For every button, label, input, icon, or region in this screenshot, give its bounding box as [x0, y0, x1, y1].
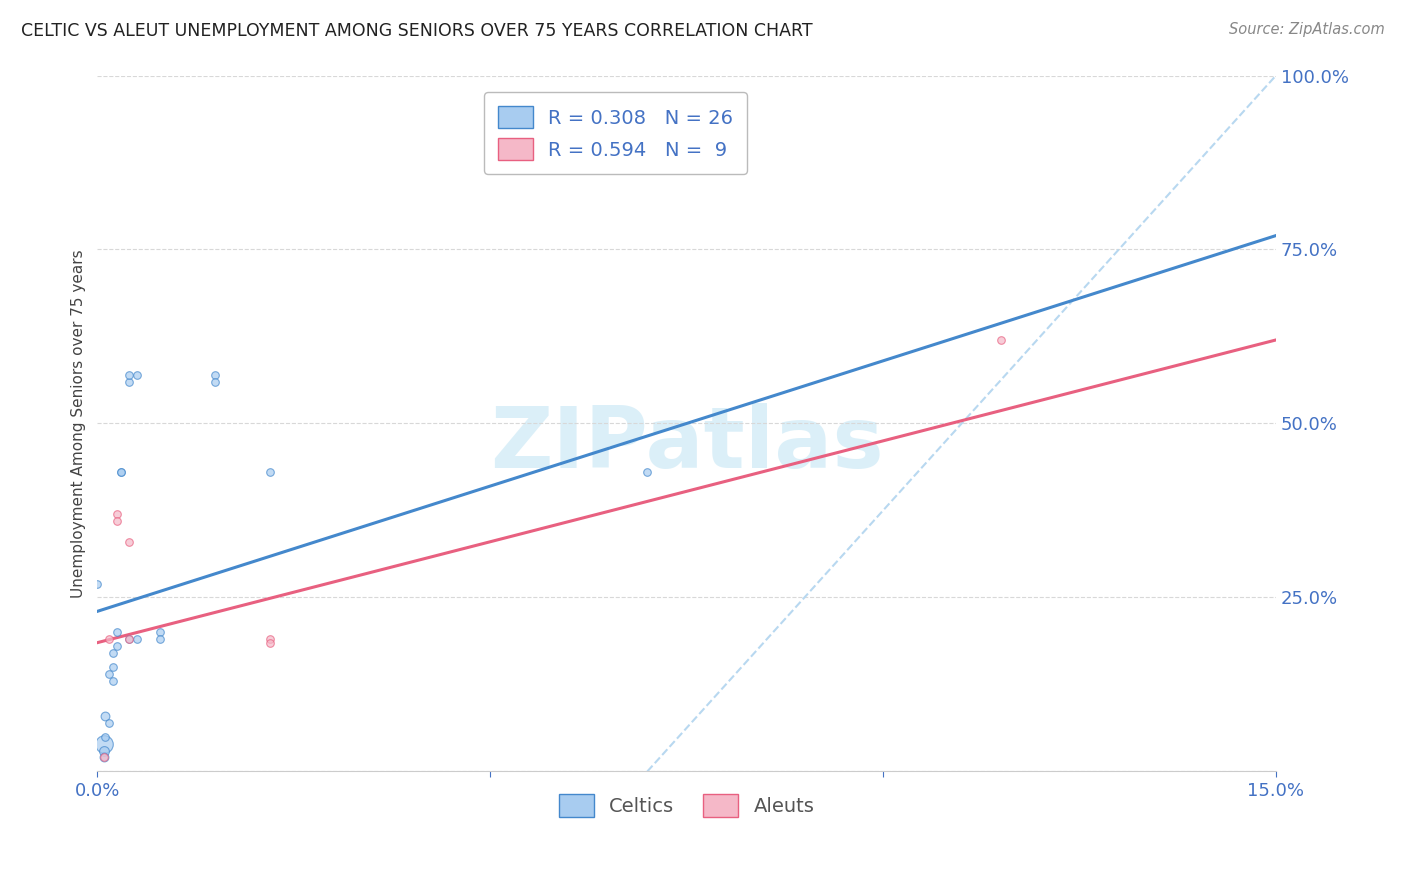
Point [259, 632, 281, 647]
Text: ZIPatlas: ZIPatlas [489, 403, 883, 486]
Point [118, 632, 141, 647]
Point [118, 632, 141, 647]
Point [105, 514, 128, 528]
Point [259, 465, 281, 479]
Point [94, 708, 117, 723]
Point [98, 632, 121, 647]
Point [125, 368, 148, 382]
Point [149, 625, 172, 640]
Text: Source: ZipAtlas.com: Source: ZipAtlas.com [1229, 22, 1385, 37]
Y-axis label: Unemployment Among Seniors over 75 years: Unemployment Among Seniors over 75 years [72, 249, 86, 598]
Point [125, 632, 148, 647]
Point [118, 368, 141, 382]
Point [110, 465, 132, 479]
Point [105, 625, 128, 640]
Point [118, 534, 141, 549]
Point [259, 635, 281, 649]
Legend: Celtics, Aleuts: Celtics, Aleuts [551, 786, 823, 824]
Point [110, 465, 132, 479]
Point [204, 375, 226, 389]
Point [93, 743, 115, 757]
Point [105, 639, 128, 653]
Point [101, 646, 124, 660]
Point [98, 715, 121, 730]
Point [101, 660, 124, 674]
Text: CELTIC VS ALEUT UNEMPLOYMENT AMONG SENIORS OVER 75 YEARS CORRELATION CHART: CELTIC VS ALEUT UNEMPLOYMENT AMONG SENIO… [21, 22, 813, 40]
Point [149, 632, 172, 647]
Point [204, 368, 226, 382]
Point [93, 750, 115, 764]
Point [86, 576, 108, 591]
Point [118, 375, 141, 389]
Point [636, 465, 658, 479]
Point [990, 333, 1012, 347]
Point [98, 667, 121, 681]
Point [101, 673, 124, 688]
Point [93, 750, 115, 764]
Point [93, 737, 115, 751]
Point [94, 730, 117, 744]
Point [105, 507, 128, 521]
